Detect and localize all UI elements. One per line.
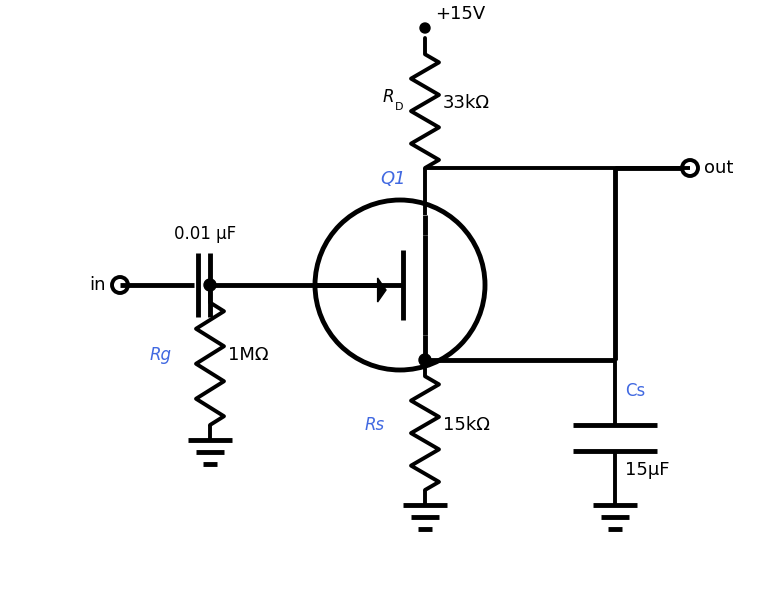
Text: 33kΩ: 33kΩ: [443, 94, 490, 112]
Text: D: D: [395, 102, 403, 112]
Polygon shape: [378, 278, 386, 302]
Text: 0.01 μF: 0.01 μF: [174, 225, 236, 243]
Circle shape: [420, 23, 430, 33]
Text: R: R: [383, 88, 395, 106]
Text: +15V: +15V: [435, 5, 485, 23]
Text: in: in: [90, 276, 106, 294]
Text: 15kΩ: 15kΩ: [443, 416, 490, 434]
Circle shape: [419, 354, 431, 366]
Circle shape: [204, 279, 216, 291]
Text: out: out: [704, 159, 733, 177]
Text: Rs: Rs: [365, 416, 385, 434]
Text: 1MΩ: 1MΩ: [228, 346, 269, 364]
Text: Q1: Q1: [380, 170, 406, 188]
Text: Cs: Cs: [625, 382, 645, 400]
Text: Rg: Rg: [150, 346, 172, 364]
Text: 15μF: 15μF: [625, 461, 670, 479]
